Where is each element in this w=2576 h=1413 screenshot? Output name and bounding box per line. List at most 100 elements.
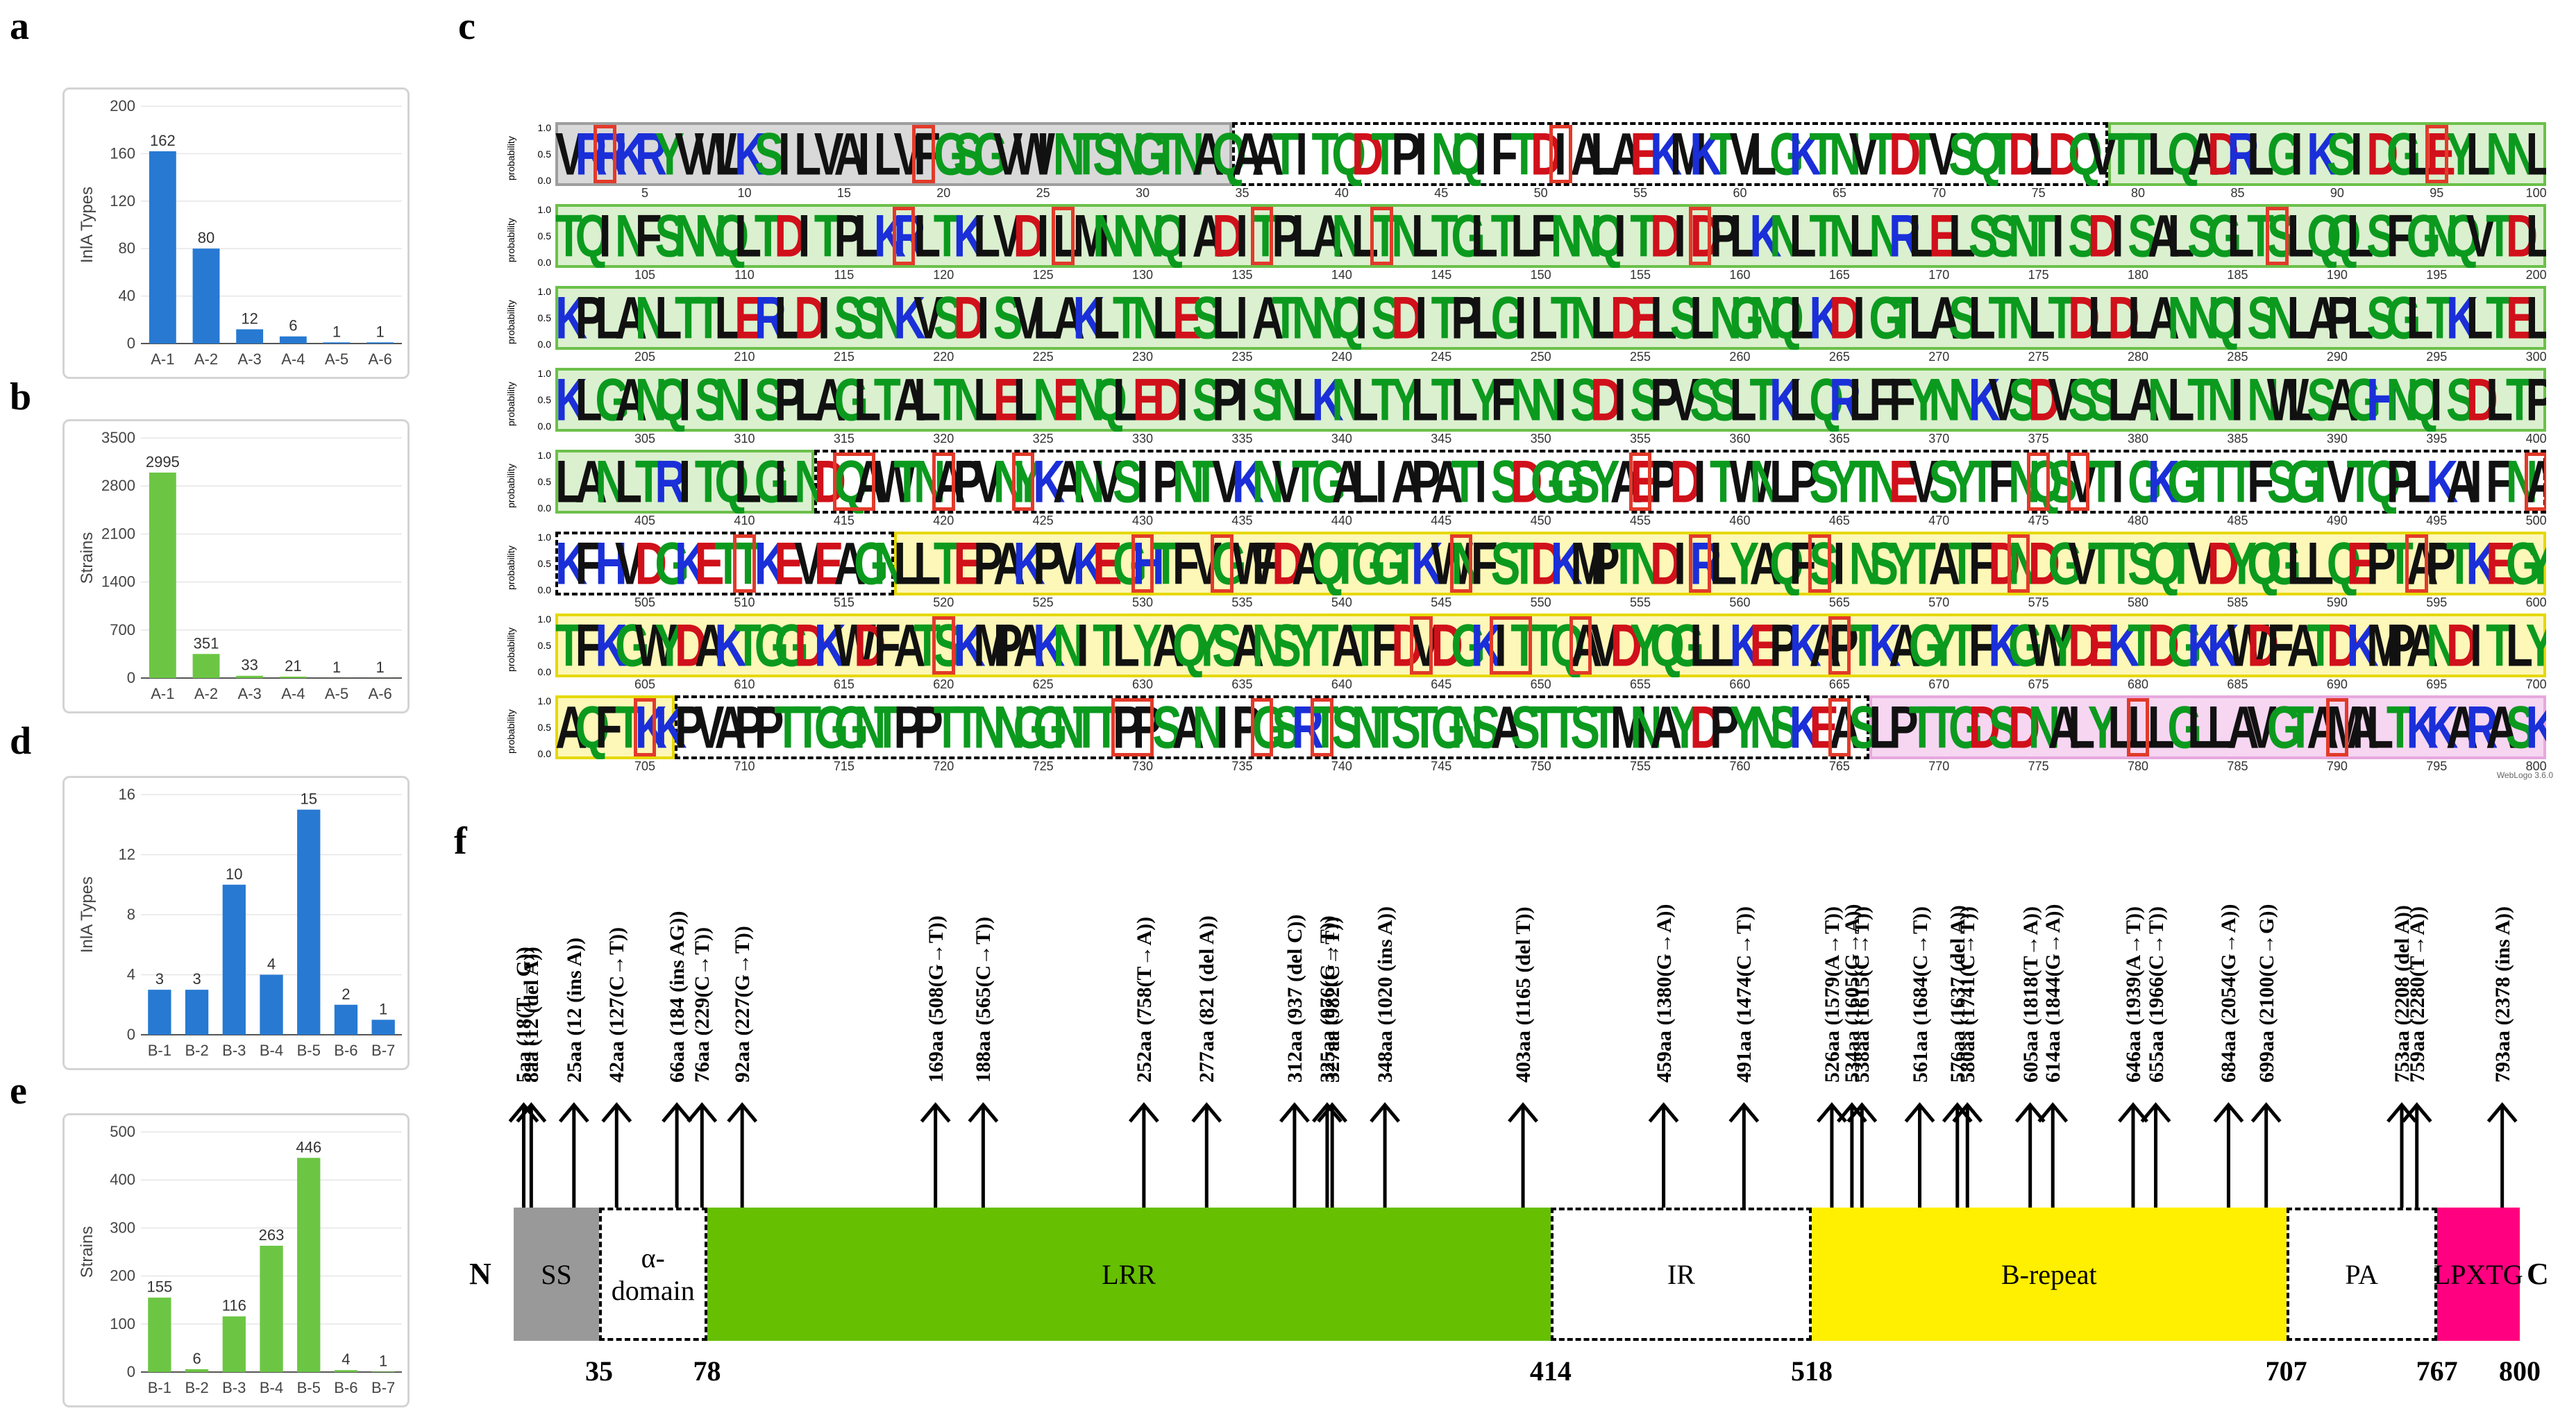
residue: I [1355, 286, 1368, 350]
logo-x-tick: 325 [1032, 432, 1054, 446]
logo-x-tick: 795 [2426, 759, 2448, 773]
arrow-head [1279, 1102, 1310, 1123]
logo-x-tick: 165 [1828, 268, 1850, 282]
logo-x-tick: 695 [2426, 677, 2448, 691]
y-tick-label: 300 [110, 1219, 135, 1236]
logo-y-ticks: 1.0 0.5 0.0 [526, 450, 554, 514]
logo-x-tick: 495 [2426, 514, 2448, 527]
mutation-label: 348aa (1020 (ins A)) [1374, 906, 1397, 1083]
y-tick-label: 40 [119, 287, 135, 305]
mutation-highlight-box [892, 207, 916, 265]
logo-x-tick: 460 [1729, 514, 1751, 527]
arrow-head [1846, 1102, 1878, 1123]
bar-b-2 [185, 990, 209, 1035]
panel-label-f: f [454, 820, 467, 863]
residue: P [2526, 368, 2546, 432]
logo-x-tick: 120 [933, 268, 954, 282]
mutation-highlight-box [2405, 534, 2428, 593]
mutation-highlight-box [1011, 452, 1035, 511]
domain-boundary-label: 800 [2499, 1355, 2541, 1387]
logo-x-tick: 95 [2430, 186, 2444, 200]
residue: Y [2526, 614, 2546, 677]
x-tick-label: A-3 [238, 350, 262, 368]
mutation-highlight-box [1828, 616, 1851, 675]
domain-boundary-label: 518 [1791, 1355, 1833, 1387]
residue: I [2230, 286, 2244, 350]
logo-x-tick: 40 [1334, 186, 1349, 200]
chart-b-strains: 0 700 1400 2100 2800 3500 Strains 2995 A-1 351 A-2… [62, 419, 410, 713]
logo-x-tick: 85 [2230, 186, 2245, 200]
logo-y-tick: 1.0 [537, 122, 551, 133]
y-tick-label: 400 [110, 1171, 135, 1188]
logo-y-tick: 1.0 [537, 368, 551, 379]
logo-x-tick: 270 [1928, 350, 1950, 364]
mutation-highlight-box [2027, 452, 2050, 511]
logo-x-tick: 765 [1828, 759, 1850, 773]
residue: I [1554, 122, 1567, 186]
logo-x-ticks: 5 10 15 20 25 30 35 40 45 50 55 60 65 70 75 80 85 90 95 100 [555, 186, 2547, 201]
mutation-label: 459aa (1380(G→A)) [1652, 904, 1676, 1083]
logo-x-tick: 595 [2426, 595, 2448, 609]
mutation-label: 614aa (1844(G→A)) [2042, 904, 2065, 1083]
y-tick-label: 700 [110, 621, 135, 638]
logo-x-tick: 115 [834, 268, 855, 282]
mutation-highlight-box [1688, 207, 1712, 265]
logo-x-tick: 490 [2326, 514, 2348, 527]
logo-x-tick: 80 [2131, 186, 2146, 200]
logo-y-tick: 1.0 [537, 204, 551, 215]
logo-x-tick: 735 [1231, 759, 1253, 773]
x-tick-label: B-2 [185, 1042, 208, 1059]
logo-x-tick: 440 [1331, 514, 1352, 527]
arrow-head [2250, 1102, 2282, 1123]
residue: I [1833, 532, 1846, 595]
residue: I [1674, 532, 1686, 595]
logo-x-tick: 230 [1132, 350, 1154, 364]
logo-x-tick: 370 [1928, 432, 1950, 446]
residue: I [2469, 614, 2482, 677]
residue: I [1374, 450, 1388, 514]
data-label: 446 [296, 1138, 321, 1156]
mutation-highlight-box [1250, 698, 1274, 756]
y-tick-label: 3500 [101, 429, 135, 446]
logo-x-tick: 630 [1132, 677, 1154, 691]
logo-x-tick: 245 [1431, 350, 1452, 364]
logo-y-tick: 1.0 [537, 286, 551, 297]
residue: I [1474, 122, 1488, 186]
data-label: 10 [226, 865, 242, 883]
arrow-head [662, 1102, 693, 1123]
arrow-head [558, 1102, 589, 1123]
logo-x-tick: 455 [1630, 514, 1651, 527]
data-label: 2 [342, 985, 350, 1003]
logo-x-tick: 520 [933, 595, 954, 609]
panel-label-e: e [10, 1069, 27, 1112]
logo-x-tick: 140 [1331, 268, 1352, 282]
logo-x-tick: 560 [1729, 595, 1751, 609]
bar-b-7 [371, 1371, 395, 1372]
data-label: 33 [241, 657, 258, 674]
logo-region-green [555, 286, 2546, 350]
logo-x-tick: 125 [1032, 268, 1054, 282]
y-tick-label: 500 [110, 1123, 135, 1140]
y-tick-label: 12 [119, 846, 135, 863]
logo-x-tick: 210 [734, 350, 755, 364]
logo-x-tick: 740 [1331, 759, 1352, 773]
y-tick-label: 4 [127, 966, 135, 983]
logo-x-tick: 220 [933, 350, 954, 364]
arrow-head [1952, 1102, 1983, 1123]
y-tick-label: 0 [127, 1363, 135, 1380]
data-label: 2995 [146, 453, 180, 471]
arrow-head [2118, 1102, 2148, 1123]
y-axis-label: InlA Types [78, 877, 96, 953]
residue: I [1036, 122, 1050, 186]
bar-a-4 [279, 336, 307, 344]
mutation-highlight-box [832, 452, 875, 511]
logo-x-tick: 515 [833, 595, 855, 609]
mutation-highlight-box [932, 616, 955, 675]
domain-boundary-label: 35 [584, 1355, 613, 1387]
logo-x-tick: 675 [2028, 677, 2049, 691]
logo-x-tick: 655 [1630, 677, 1651, 691]
residue: I [2230, 368, 2244, 432]
logo-x-tick: 470 [1928, 514, 1950, 527]
logo-x-tick: 105 [634, 268, 656, 282]
mutation-label: 25aa (12 (ins A)) [562, 937, 586, 1083]
